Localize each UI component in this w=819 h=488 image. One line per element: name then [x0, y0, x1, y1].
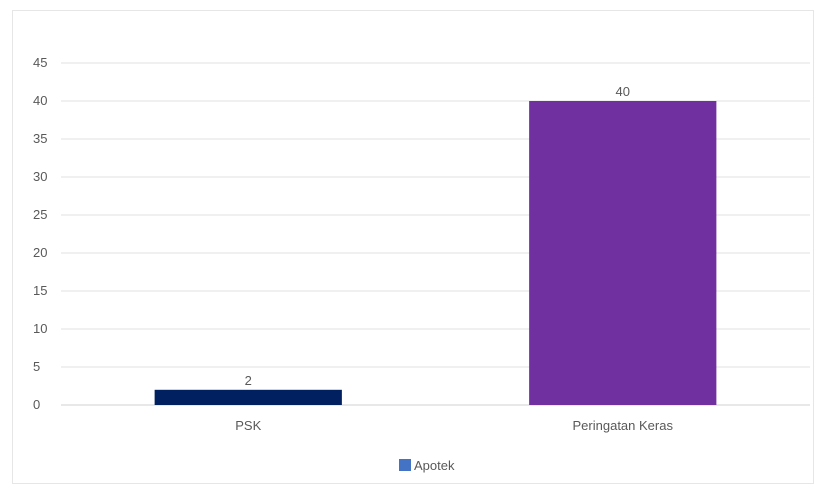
y-tick-label: 35	[33, 131, 47, 146]
data-label: 40	[616, 84, 630, 99]
y-tick-label: 5	[33, 359, 40, 374]
y-tick-label: 20	[33, 245, 47, 260]
legend: Apotek	[399, 458, 455, 473]
bar	[154, 389, 342, 405]
y-tick-label: 15	[33, 283, 47, 298]
x-axis-ticks: PSK Peringatan Keras	[235, 418, 673, 433]
legend-swatch	[399, 459, 411, 471]
x-tick-label: PSK	[235, 418, 261, 433]
data-label: 2	[245, 373, 252, 388]
legend-label: Apotek	[414, 458, 455, 473]
data-labels: 2 40	[245, 84, 630, 388]
bar-chart: 0 5 10 15 20 25 30 35 40 45 2 40 PSK Peringatan Ker…	[33, 55, 810, 473]
y-tick-label: 30	[33, 169, 47, 184]
gridlines	[61, 62, 810, 406]
chart-container: 0 5 10 15 20 25 30 35 40 45 2 40 PSK Peringatan Ker…	[12, 10, 814, 484]
y-tick-label: 45	[33, 55, 47, 70]
y-tick-label: 0	[33, 397, 40, 412]
y-axis-ticks: 0 5 10 15 20 25 30 35 40 45	[33, 55, 47, 412]
x-tick-label: Peringatan Keras	[573, 418, 674, 433]
y-tick-label: 40	[33, 93, 47, 108]
bars	[154, 101, 717, 405]
y-tick-label: 25	[33, 207, 47, 222]
y-tick-label: 10	[33, 321, 47, 336]
bar	[529, 101, 717, 405]
